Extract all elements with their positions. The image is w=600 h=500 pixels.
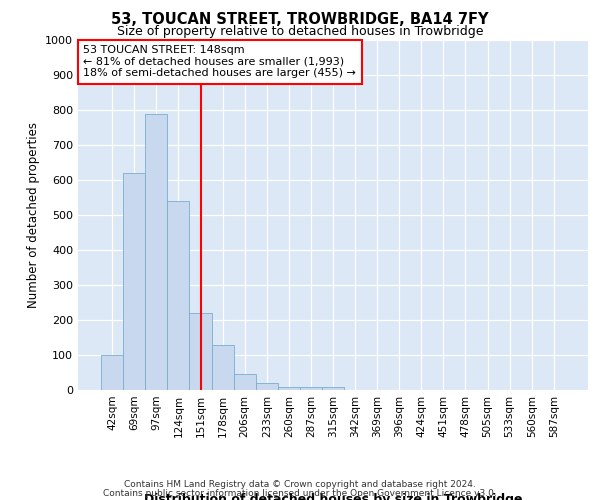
Bar [233, 374, 256, 390]
Bar [256, 383, 278, 390]
Bar [190, 313, 212, 390]
Bar [322, 386, 344, 390]
Bar [278, 386, 300, 390]
Text: Size of property relative to detached houses in Trowbridge: Size of property relative to detached ho… [117, 25, 483, 38]
Text: Contains public sector information licensed under the Open Government Licence v3: Contains public sector information licen… [103, 488, 497, 498]
X-axis label: Distribution of detached houses by size in Trowbridge: Distribution of detached houses by size … [144, 492, 522, 500]
Text: 53, TOUCAN STREET, TROWBRIDGE, BA14 7FY: 53, TOUCAN STREET, TROWBRIDGE, BA14 7FY [111, 12, 489, 28]
Text: Contains HM Land Registry data © Crown copyright and database right 2024.: Contains HM Land Registry data © Crown c… [124, 480, 476, 489]
Y-axis label: Number of detached properties: Number of detached properties [26, 122, 40, 308]
Bar [123, 173, 145, 390]
Bar [300, 386, 322, 390]
Bar [212, 344, 233, 390]
Bar [145, 114, 167, 390]
Bar [167, 201, 190, 390]
Bar [101, 355, 123, 390]
Text: 53 TOUCAN STREET: 148sqm
← 81% of detached houses are smaller (1,993)
18% of sem: 53 TOUCAN STREET: 148sqm ← 81% of detach… [83, 46, 356, 78]
